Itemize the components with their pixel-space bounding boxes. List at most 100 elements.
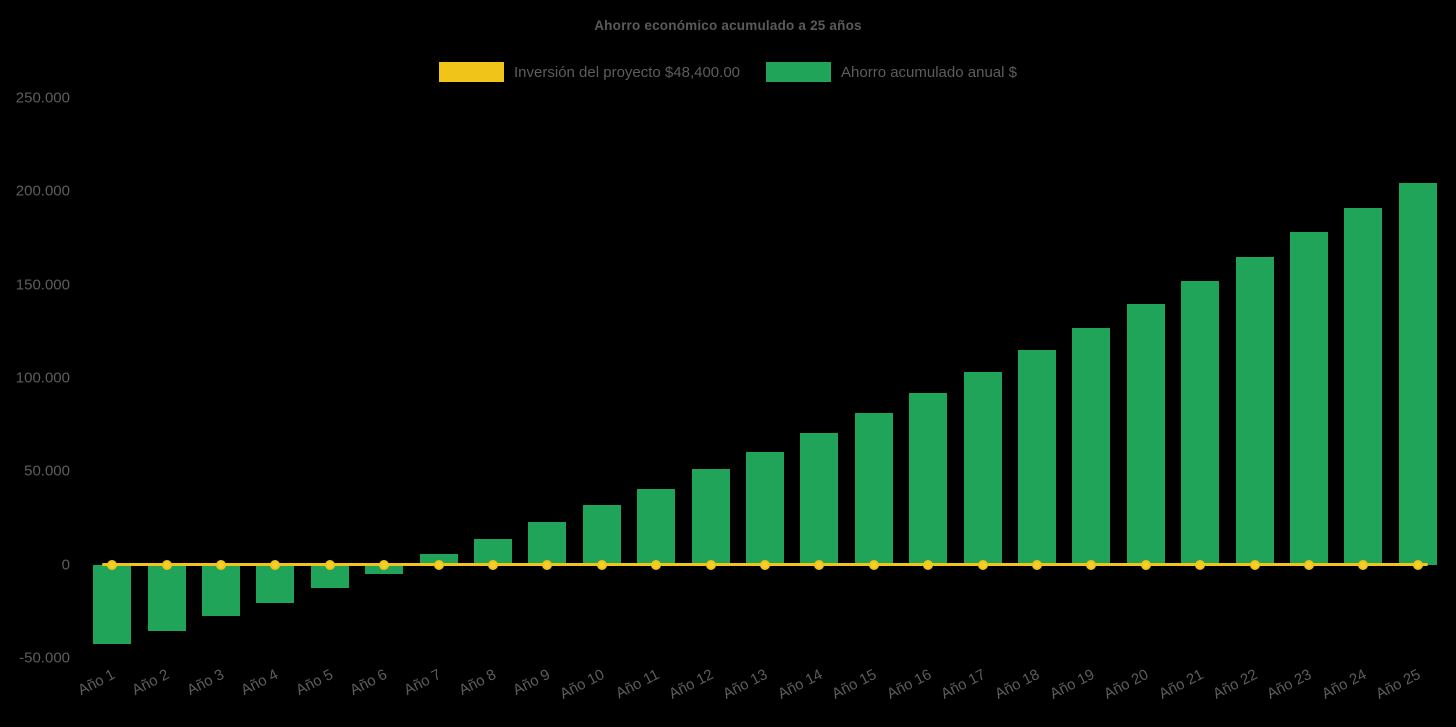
line-point-ano-20 bbox=[1140, 559, 1151, 570]
line-point-ano-6 bbox=[379, 559, 390, 570]
line-point-ano-9 bbox=[542, 559, 553, 570]
x-label-text: Año 25 bbox=[1373, 666, 1424, 703]
line-point-ano-3 bbox=[216, 559, 226, 570]
x-label-ano-8: Año 8 bbox=[0, 666, 499, 699]
x-label-ano-19: Año 19 bbox=[0, 666, 1097, 703]
x-label-ano-1: Año 1 bbox=[0, 666, 118, 699]
x-label-ano-17: Año 17 bbox=[0, 666, 988, 703]
x-label-text: Año 14 bbox=[775, 666, 826, 703]
x-label-text: Año 2 bbox=[129, 666, 173, 699]
bar-ano-10 bbox=[582, 504, 621, 565]
x-label-text: Año 17 bbox=[938, 666, 989, 703]
x-label-ano-23: Año 23 bbox=[0, 666, 1315, 703]
x-label-ano-9: Año 9 bbox=[0, 666, 553, 699]
bar-ano-15 bbox=[854, 413, 893, 565]
x-label-ano-13: Año 13 bbox=[0, 666, 771, 703]
line-point-ano-11 bbox=[651, 559, 662, 570]
bar-ano-12 bbox=[691, 469, 730, 565]
line-point-ano-5 bbox=[324, 559, 335, 570]
bar-ano-5 bbox=[310, 564, 349, 588]
x-label-ano-7: Año 7 bbox=[0, 666, 445, 699]
x-label-text: Año 7 bbox=[401, 666, 445, 699]
x-label-ano-2: Año 2 bbox=[0, 666, 173, 699]
legend-item-inversion[interactable]: Inversión del proyecto $48,400.00 bbox=[439, 62, 740, 82]
x-label-ano-15: Año 15 bbox=[0, 666, 879, 703]
y-tick-label: 250.000 bbox=[15, 89, 70, 107]
line-point-ano-15 bbox=[868, 559, 879, 570]
x-label-ano-3: Año 3 bbox=[0, 666, 227, 699]
y-tick-label: 200.000 bbox=[15, 182, 70, 200]
x-label-ano-18: Año 18 bbox=[0, 666, 1043, 703]
bar-ano-11 bbox=[637, 489, 676, 565]
x-label-text: Año 13 bbox=[720, 666, 771, 703]
chart-title: Ahorro económico acumulado a 25 años bbox=[594, 18, 862, 33]
bar-ano-21 bbox=[1181, 280, 1220, 565]
x-label-text: Año 16 bbox=[883, 666, 934, 703]
line-point-ano-18 bbox=[1032, 559, 1042, 570]
y-tick-label: 150.000 bbox=[15, 276, 70, 294]
bar-ano-17 bbox=[963, 372, 1002, 565]
x-label-text: Año 5 bbox=[292, 666, 336, 699]
x-label-ano-22: Año 22 bbox=[0, 666, 1260, 703]
x-label-text: Año 24 bbox=[1319, 666, 1370, 703]
bar-ano-19 bbox=[1072, 327, 1111, 565]
x-label-text: Año 8 bbox=[456, 666, 499, 699]
x-label-text: Año 3 bbox=[184, 666, 227, 699]
bar-ano-4 bbox=[256, 564, 295, 603]
x-label-text: Año 9 bbox=[510, 666, 554, 699]
line-point-ano-12 bbox=[705, 559, 716, 570]
line-point-ano-1 bbox=[107, 559, 118, 570]
x-label-ano-24: Año 24 bbox=[0, 666, 1369, 703]
x-label-ano-4: Año 4 bbox=[0, 666, 281, 699]
x-label-ano-20: Año 20 bbox=[0, 666, 1151, 703]
x-label-ano-21: Año 21 bbox=[0, 666, 1206, 703]
y-tick-label: 100.000 bbox=[15, 369, 70, 387]
line-point-ano-17 bbox=[977, 559, 988, 570]
line-point-ano-22 bbox=[1249, 559, 1260, 570]
line-point-ano-13 bbox=[760, 559, 770, 570]
line-point-ano-19 bbox=[1086, 559, 1097, 570]
x-label-text: Año 10 bbox=[557, 666, 608, 703]
x-label-ano-12: Año 12 bbox=[0, 666, 716, 703]
x-label-text: Año 18 bbox=[992, 666, 1043, 703]
line-point-ano-14 bbox=[814, 559, 825, 570]
bar-ano-22 bbox=[1235, 256, 1274, 565]
line-point-ano-23 bbox=[1304, 559, 1314, 570]
line-point-ano-25 bbox=[1412, 559, 1423, 570]
line-point-ano-2 bbox=[161, 559, 172, 570]
legend-item-ahorro[interactable]: Ahorro acumulado anual $ bbox=[766, 62, 1017, 82]
x-label-text: Año 1 bbox=[75, 666, 118, 699]
bar-ano-25 bbox=[1398, 182, 1437, 565]
bar-ano-23 bbox=[1290, 232, 1328, 565]
legend-swatch-inversion-icon bbox=[439, 62, 505, 82]
bar-ano-13 bbox=[746, 451, 784, 565]
line-point-ano-24 bbox=[1358, 559, 1369, 570]
x-label-text: Año 22 bbox=[1210, 666, 1261, 703]
x-label-ano-16: Año 16 bbox=[0, 666, 934, 703]
x-label-text: Año 6 bbox=[347, 666, 390, 699]
y-tick-label: 50.000 bbox=[24, 462, 70, 480]
x-label-text: Año 21 bbox=[1155, 666, 1206, 703]
bar-ano-18 bbox=[1018, 350, 1056, 565]
bar-ano-16 bbox=[909, 392, 948, 565]
bar-ano-7 bbox=[419, 554, 458, 565]
bar-ano-9 bbox=[528, 521, 567, 565]
x-label-ano-10: Año 10 bbox=[0, 666, 607, 703]
bar-ano-2 bbox=[147, 564, 186, 631]
y-tick-label: -50.000 bbox=[19, 649, 70, 667]
bar-ano-20 bbox=[1126, 304, 1165, 565]
x-label-ano-11: Año 11 bbox=[0, 666, 662, 702]
bar-ano-1 bbox=[93, 564, 132, 644]
line-point-ano-7 bbox=[433, 559, 444, 570]
x-label-text: Año 4 bbox=[238, 666, 282, 699]
x-label-ano-14: Año 14 bbox=[0, 666, 825, 703]
x-label-text: Año 12 bbox=[666, 666, 717, 703]
bar-ano-14 bbox=[800, 433, 839, 565]
legend-label-inversion: Inversión del proyecto $48,400.00 bbox=[514, 63, 741, 81]
x-label-text: Año 20 bbox=[1101, 666, 1152, 703]
legend-swatch-ahorro-icon bbox=[766, 62, 832, 82]
x-label-ano-5: Año 5 bbox=[0, 666, 336, 699]
line-point-ano-4 bbox=[270, 559, 281, 570]
x-label-ano-6: Año 6 bbox=[0, 666, 390, 699]
